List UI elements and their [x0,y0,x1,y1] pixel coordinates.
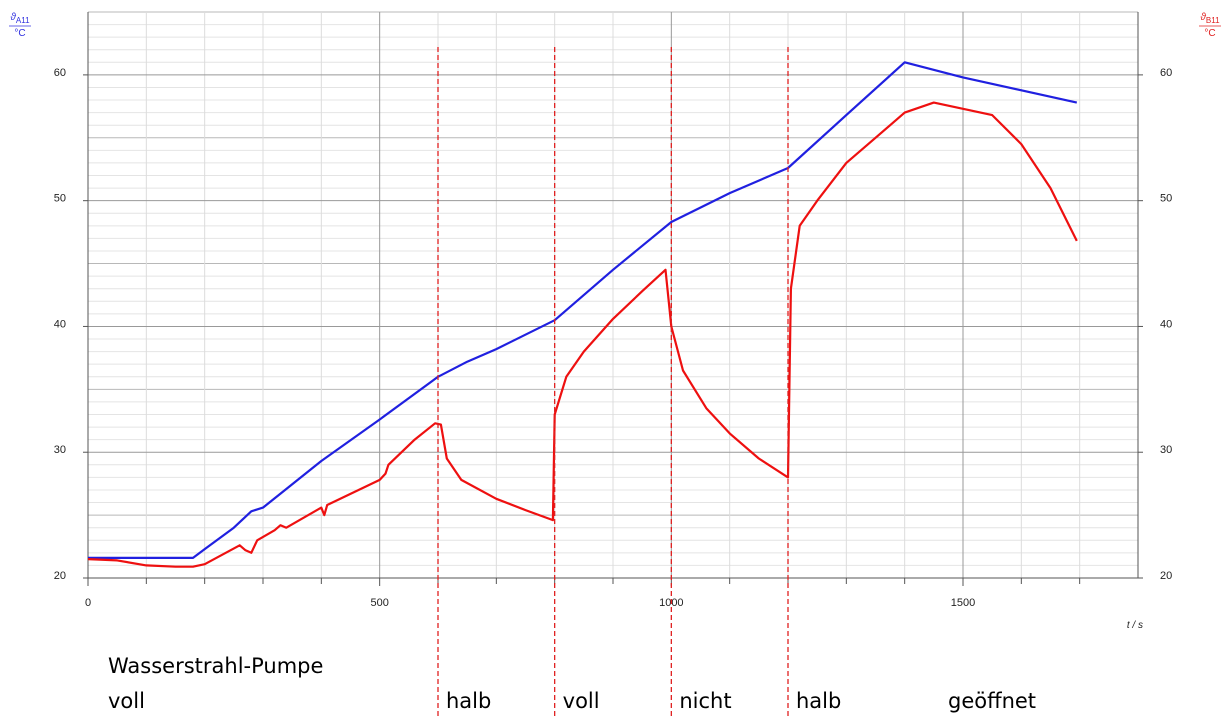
x-axis-label: t / s [1127,620,1143,631]
phase-label: geöffnet [948,689,1036,713]
phase-label: halb [446,689,491,713]
y2-tick-label: 20 [1160,570,1172,582]
x-tick-label: 500 [370,597,388,609]
y-tick-label: 30 [54,444,66,456]
axis-unit: °C [1204,28,1215,39]
y2-tick-label: 30 [1160,444,1172,456]
y2-tick-label: 40 [1160,318,1172,330]
x-tick-label: 0 [85,597,91,609]
phase-label: halb [796,689,841,713]
axis-label: ϑA11 [10,12,30,25]
y-tick-label: 60 [54,67,66,79]
phase-label: nicht [679,689,731,713]
axis-symbol: ϑ [10,12,16,23]
axis-unit: °C [14,28,25,39]
series-line [87,101,1078,568]
y2-tick-label: 50 [1160,193,1172,205]
axis-subscript: B11 [1206,16,1220,25]
phase-label: voll [563,689,600,713]
x-tick-label: 1500 [951,597,975,609]
y-tick-label: 50 [54,193,66,205]
y-tick-label: 40 [54,318,66,330]
y-tick-label: 20 [54,570,66,582]
series-line [88,61,1078,559]
y2-tick-label: 60 [1160,67,1172,79]
phase-label: voll [108,689,145,713]
axis-label: ϑB11 [1200,12,1220,25]
axis-subscript: A11 [16,16,30,25]
axis-symbol: ϑ [1200,12,1206,23]
pump-label: Wasserstrahl-Pumpe [108,654,323,678]
